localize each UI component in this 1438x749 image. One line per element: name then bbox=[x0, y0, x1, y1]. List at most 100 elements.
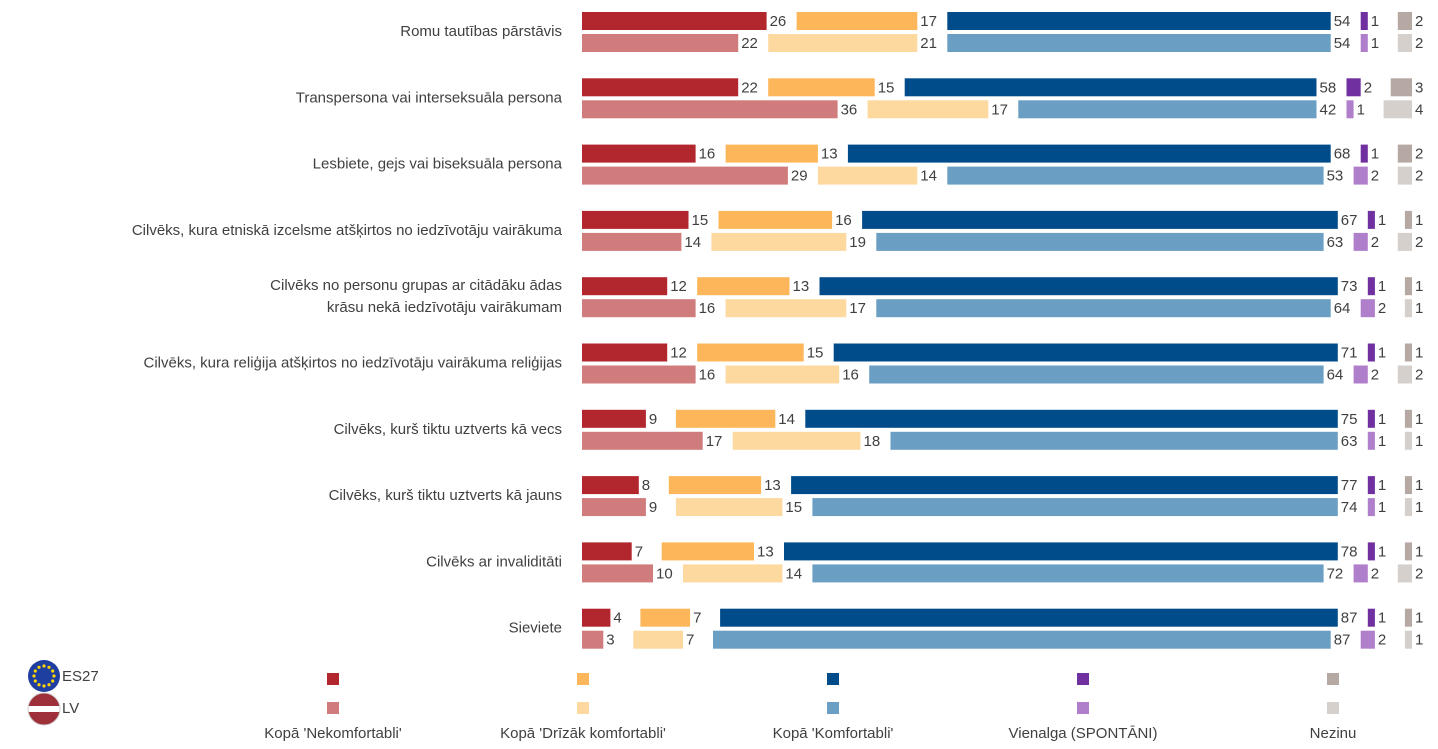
value-label: 63 bbox=[1327, 234, 1344, 251]
legend-group: LV bbox=[62, 700, 79, 717]
value-label: 13 bbox=[764, 477, 781, 494]
bar bbox=[582, 12, 767, 30]
value-label: 7 bbox=[635, 543, 643, 560]
value-label: 1 bbox=[1415, 632, 1423, 649]
bar bbox=[633, 630, 683, 649]
value-label: 75 bbox=[1341, 411, 1358, 428]
value-label: 14 bbox=[778, 411, 795, 428]
bar bbox=[720, 608, 1338, 627]
bar bbox=[1404, 431, 1412, 450]
value-label: 72 bbox=[1327, 565, 1344, 582]
bar bbox=[791, 476, 1338, 495]
bar bbox=[1397, 144, 1412, 163]
legend-swatch bbox=[577, 702, 589, 714]
eu-flag bbox=[28, 660, 60, 692]
legend-label: Vienalga (SPONTĀNI) bbox=[1009, 725, 1158, 742]
value-label: 1 bbox=[1378, 278, 1386, 295]
value-label: 58 bbox=[1320, 79, 1337, 96]
bar bbox=[582, 630, 604, 649]
value-label: 4 bbox=[613, 610, 621, 627]
value-label: 2 bbox=[1415, 13, 1423, 30]
bar bbox=[817, 166, 918, 185]
value-label: 13 bbox=[793, 278, 810, 295]
value-label: 73 bbox=[1341, 278, 1358, 295]
bar bbox=[1367, 476, 1375, 495]
value-label: 3 bbox=[1415, 79, 1423, 96]
value-label: 1 bbox=[1371, 13, 1379, 30]
category-label: Cilvēks no personu grupas ar citādāku ād… bbox=[270, 277, 562, 294]
value-label: 21 bbox=[920, 35, 937, 52]
category-label: Transpersona vai interseksuāla persona bbox=[296, 89, 563, 106]
bar bbox=[796, 12, 918, 30]
value-label: 1 bbox=[1378, 411, 1386, 428]
bar bbox=[1397, 34, 1412, 52]
value-label: 4 bbox=[1415, 101, 1423, 118]
bar bbox=[1404, 409, 1412, 428]
bar bbox=[582, 78, 739, 97]
value-label: 1 bbox=[1415, 543, 1423, 560]
bar bbox=[862, 210, 1338, 229]
lv-flag bbox=[27, 692, 61, 726]
bar bbox=[725, 299, 847, 318]
bar bbox=[1353, 166, 1368, 185]
value-label: 1 bbox=[1415, 344, 1423, 361]
bar bbox=[1404, 498, 1412, 517]
bar bbox=[867, 100, 989, 119]
bar bbox=[904, 78, 1317, 97]
bar bbox=[718, 210, 833, 229]
category-label: Romu tautības pārstāvis bbox=[400, 23, 562, 40]
bar bbox=[1404, 277, 1412, 296]
value-label: 2 bbox=[1415, 565, 1423, 582]
bar bbox=[1383, 100, 1412, 119]
category-label: krāsu nekā iedzīvotāju vairākumam bbox=[327, 299, 562, 316]
legend-swatch bbox=[827, 673, 839, 685]
bar bbox=[582, 277, 668, 296]
value-label: 7 bbox=[686, 632, 694, 649]
value-label: 1 bbox=[1378, 433, 1386, 450]
legend-label: Nezinu bbox=[1310, 725, 1357, 742]
value-label: 78 bbox=[1341, 543, 1358, 560]
bar bbox=[812, 564, 1324, 583]
bar bbox=[1397, 365, 1412, 384]
value-label: 77 bbox=[1341, 477, 1358, 494]
bar bbox=[582, 299, 696, 318]
bar bbox=[1367, 431, 1375, 450]
value-label: 54 bbox=[1334, 35, 1351, 52]
bar bbox=[1367, 343, 1375, 362]
value-label: 17 bbox=[920, 13, 937, 30]
bar bbox=[1397, 12, 1412, 30]
legend-swatch bbox=[1077, 673, 1089, 685]
value-label: 2 bbox=[1415, 146, 1423, 163]
value-label: 87 bbox=[1334, 632, 1351, 649]
bar bbox=[661, 542, 754, 561]
bar bbox=[833, 343, 1338, 362]
bar bbox=[1367, 409, 1375, 428]
bar bbox=[1367, 210, 1375, 229]
bar bbox=[582, 409, 646, 428]
value-label: 1 bbox=[1415, 411, 1423, 428]
bar bbox=[582, 498, 646, 517]
bar bbox=[582, 144, 696, 163]
bar bbox=[582, 542, 632, 561]
value-label: 2 bbox=[1371, 234, 1379, 251]
value-label: 68 bbox=[1334, 146, 1351, 163]
value-label: 67 bbox=[1341, 212, 1358, 229]
bar bbox=[1367, 542, 1375, 561]
value-label: 42 bbox=[1320, 101, 1337, 118]
bar bbox=[1390, 78, 1412, 97]
bar bbox=[582, 210, 689, 229]
bar bbox=[1360, 144, 1368, 163]
bar bbox=[675, 498, 783, 517]
value-label: 1 bbox=[1415, 300, 1423, 317]
bar bbox=[947, 166, 1324, 185]
value-label: 12 bbox=[670, 278, 687, 295]
value-label: 22 bbox=[741, 35, 758, 52]
value-label: 16 bbox=[699, 300, 716, 317]
bar bbox=[1397, 166, 1412, 185]
value-label: 87 bbox=[1341, 610, 1358, 627]
value-label: 1 bbox=[1378, 610, 1386, 627]
value-label: 14 bbox=[785, 565, 802, 582]
bar bbox=[1404, 210, 1412, 229]
legend-swatch bbox=[1327, 702, 1339, 714]
value-label: 2 bbox=[1364, 79, 1372, 96]
